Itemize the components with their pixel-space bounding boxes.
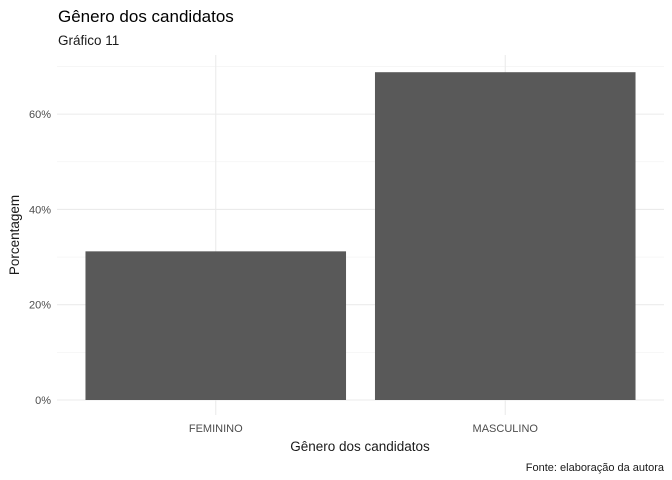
- y-tick-label: 20%: [29, 300, 51, 312]
- bar-feminino: [85, 251, 347, 400]
- y-tick-label: 0%: [35, 395, 51, 407]
- x-axis-title: Gênero dos candidatos: [290, 439, 430, 454]
- x-tick-label: FEMININO: [189, 423, 243, 435]
- chart-subtitle: Gráfico 11: [58, 33, 119, 48]
- x-axis-tick-labels: FEMININO MASCULINO: [189, 423, 539, 435]
- bars: [85, 72, 636, 400]
- y-axis-title: Porcentagem: [7, 195, 22, 275]
- y-tick-label: 60%: [29, 109, 51, 121]
- x-tick-label: MASCULINO: [473, 423, 539, 435]
- y-axis-tick-labels: 0% 20% 40% 60%: [29, 109, 51, 407]
- y-tick-label: 40%: [29, 204, 51, 216]
- bar-masculino: [374, 72, 636, 400]
- chart-title: Gênero dos candidatos: [58, 7, 234, 26]
- chart-caption: Fonte: elaboração da autora: [526, 462, 665, 474]
